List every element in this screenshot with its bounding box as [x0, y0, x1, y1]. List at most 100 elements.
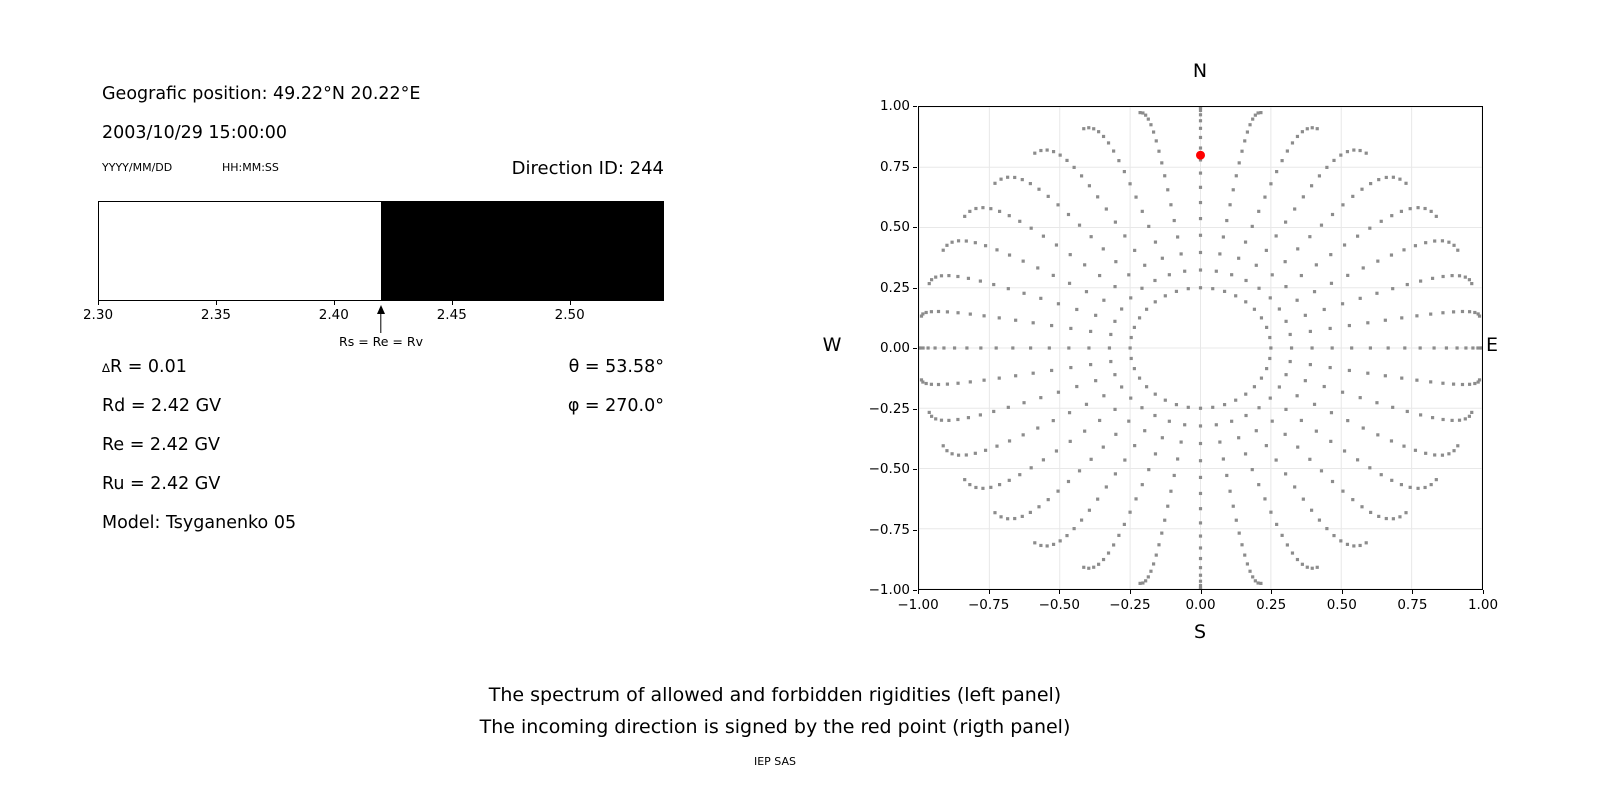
asymptotic-direction-dot: [1039, 396, 1043, 400]
asymptotic-direction-dot: [1179, 252, 1183, 256]
spectrum-tick-mark: [451, 301, 453, 305]
asymptotic-direction-dot: [1268, 296, 1272, 300]
asymptotic-direction-dot: [950, 452, 954, 456]
asymptotic-direction-dot: [1169, 203, 1173, 207]
asymptotic-direction-dot: [1399, 483, 1404, 487]
asymptotic-direction-dot: [1470, 282, 1474, 286]
asymptotic-direction-dot: [1259, 316, 1264, 320]
asymptotic-direction-dot: [1047, 346, 1051, 350]
asymptotic-direction-dot: [1391, 405, 1395, 409]
asymptotic-direction-dot: [1460, 309, 1465, 314]
asymptotic-direction-dot: [1398, 515, 1402, 519]
asymptotic-direction-dot: [1457, 274, 1462, 278]
asymptotic-direction-dot: [1330, 346, 1334, 350]
asymptotic-direction-dot: [1277, 385, 1281, 389]
asymptotic-direction-dot: [1244, 413, 1248, 418]
y-tick-label: −0.50: [868, 461, 910, 477]
asymptotic-direction-dot: [1133, 444, 1137, 448]
asymptotic-direction-dot: [1332, 533, 1336, 538]
asymptotic-direction-dot: [968, 380, 972, 384]
asymptotic-direction-dot: [1112, 543, 1116, 547]
asymptotic-direction-dot: [1413, 448, 1418, 452]
asymptotic-direction-dot: [999, 515, 1003, 519]
asymptotic-direction-dot: [1440, 453, 1445, 457]
asymptotic-direction-dot: [1429, 483, 1433, 487]
asymptotic-direction-dot: [1256, 111, 1260, 115]
asymptotic-direction-dot: [1264, 248, 1268, 252]
asymptotic-direction-dot: [1476, 380, 1480, 384]
asymptotic-direction-dot: [1237, 161, 1241, 165]
asymptotic-direction-dot: [1450, 274, 1454, 278]
asymptotic-direction-dot: [1441, 417, 1445, 422]
x-tick-mark: [1059, 590, 1061, 594]
asymptotic-direction-dot: [1174, 289, 1179, 293]
asymptotic-direction-dot: [930, 278, 934, 282]
asymptotic-direction-dot: [1075, 307, 1079, 312]
y-tick-mark: [913, 529, 917, 531]
x-tick-label: −0.75: [967, 597, 1010, 613]
asymptotic-direction-dot: [1248, 569, 1252, 573]
caption-line-1: The spectrum of allowed and forbidden ri…: [488, 684, 1062, 706]
asymptotic-direction-dot: [1056, 302, 1061, 306]
asymptotic-direction-dot: [1315, 565, 1319, 569]
asymptotic-direction-dot: [1477, 378, 1482, 382]
asymptotic-direction-dot: [993, 181, 997, 185]
asymptotic-direction-dot: [1006, 175, 1010, 179]
asymptotic-direction-dot: [1166, 504, 1170, 508]
asymptotic-direction-dot: [1405, 409, 1409, 414]
asymptotic-direction-dot: [1243, 452, 1248, 456]
x-tick-mark: [1271, 590, 1273, 594]
asymptotic-direction-dot: [1284, 407, 1288, 411]
asymptotic-direction-dot: [1122, 170, 1126, 174]
asymptotic-direction-dot: [1167, 273, 1171, 277]
asymptotic-direction-dot: [1147, 224, 1151, 228]
asymptotic-direction-dot: [1134, 497, 1138, 501]
asymptotic-direction-dot: [1149, 123, 1153, 127]
asymptotic-direction-dot: [1309, 508, 1314, 512]
asymptotic-direction-dot: [1039, 296, 1043, 300]
spectrum-tick-label: 2.45: [436, 307, 467, 323]
asymptotic-direction-dot: [978, 413, 982, 417]
asymptotic-direction-dot: [919, 346, 921, 350]
asymptotic-direction-dot: [1144, 113, 1148, 117]
y-tick-mark: [913, 408, 917, 410]
asymptotic-direction-dot: [1254, 429, 1258, 433]
asymptotic-direction-dot: [1172, 218, 1176, 223]
asymptotic-direction-dot: [1122, 522, 1126, 526]
asymptotic-direction-dot: [1295, 134, 1300, 139]
asymptotic-direction-dot: [1198, 441, 1203, 446]
asymptotic-direction-dot: [1368, 226, 1372, 230]
asymptotic-direction-dot: [1301, 195, 1305, 199]
asymptotic-direction-dot: [1106, 141, 1111, 145]
asymptotic-direction-dot: [1303, 379, 1307, 383]
asymptotic-direction-dot: [1283, 432, 1287, 436]
asymptotic-direction-dot: [1046, 194, 1050, 198]
asymptotic-direction-dot: [1127, 419, 1131, 423]
asymptotic-direction-dot: [1198, 233, 1203, 237]
asymptotic-direction-dot: [1257, 406, 1261, 410]
asymptotic-direction-dot: [1154, 139, 1158, 143]
asymptotic-direction-dot: [1237, 256, 1241, 260]
asymptotic-direction-dot: [1186, 405, 1190, 409]
asymptotic-direction-dot: [1389, 439, 1394, 443]
asymptotic-direction-dot: [1107, 346, 1112, 350]
y-tick-mark: [913, 469, 917, 470]
asymptotic-direction-dot: [945, 449, 949, 453]
asymptotic-direction-dot: [1041, 234, 1046, 238]
asymptotic-direction-dot: [929, 382, 934, 386]
compass-east-label: E: [1485, 334, 1498, 356]
asymptotic-direction-dot: [1089, 362, 1093, 367]
asymptotic-direction-dot: [1405, 282, 1409, 287]
asymptotic-direction-dot: [1450, 418, 1454, 422]
asymptotic-direction-dot: [1259, 581, 1263, 585]
asymptotic-direction-dot: [1275, 522, 1279, 526]
asymptotic-direction-dot: [1228, 489, 1232, 493]
asymptotic-direction-dot: [1305, 565, 1309, 569]
asymptotic-direction-dot: [1251, 575, 1255, 579]
asymptotic-direction-dot: [934, 417, 938, 421]
asymptotic-direction-dot: [1072, 165, 1076, 169]
asymptotic-direction-dot: [1179, 440, 1183, 444]
asymptotic-direction-dot: [1299, 418, 1303, 423]
asymptotic-direction-dot: [1028, 510, 1032, 515]
asymptotic-direction-dot: [966, 416, 971, 420]
